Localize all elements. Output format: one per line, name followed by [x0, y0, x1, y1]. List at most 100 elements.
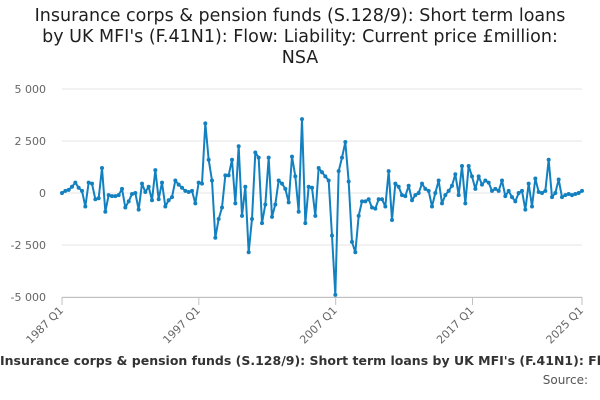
- data-point: [506, 188, 511, 193]
- data-point: [566, 192, 571, 197]
- data-point: [563, 193, 568, 198]
- data-point: [60, 191, 64, 195]
- data-point: [396, 184, 401, 189]
- data-point: [516, 191, 521, 195]
- data-point: [340, 155, 344, 160]
- data-series: [60, 117, 584, 297]
- data-point: [206, 157, 211, 162]
- data-point: [333, 292, 338, 297]
- data-point: [106, 193, 111, 198]
- data-point: [493, 186, 498, 191]
- data-point: [356, 213, 361, 218]
- data-point: [490, 188, 494, 193]
- data-point: [426, 188, 431, 193]
- data-point: [486, 180, 491, 185]
- data-point: [236, 144, 241, 149]
- data-point: [296, 209, 301, 214]
- data-point: [560, 195, 564, 200]
- data-point: [66, 187, 71, 192]
- data-point: [83, 204, 88, 209]
- data-point: [410, 198, 414, 203]
- data-point: [170, 195, 174, 200]
- data-point: [143, 189, 148, 194]
- data-point: [196, 180, 201, 185]
- data-point: [343, 140, 348, 145]
- data-point: [116, 193, 121, 198]
- data-point: [373, 206, 378, 211]
- data-point: [233, 201, 238, 206]
- data-point: [240, 213, 244, 218]
- x-axis: [61, 297, 583, 305]
- data-point: [423, 186, 428, 191]
- data-point: [476, 174, 481, 179]
- data-point: [453, 172, 458, 177]
- data-point: [443, 193, 448, 198]
- data-point: [140, 181, 144, 186]
- data-point: [313, 213, 318, 218]
- data-point: [496, 188, 501, 193]
- data-point: [186, 189, 191, 194]
- data-point: [76, 185, 81, 190]
- x-tick-label: 1987 Q1: [24, 304, 67, 347]
- data-point: [260, 221, 264, 226]
- data-point: [573, 192, 578, 197]
- data-point: [403, 194, 408, 199]
- data-point: [363, 199, 368, 204]
- data-point: [136, 207, 141, 212]
- chart-title-line: NSA: [281, 48, 319, 68]
- data-point: [440, 201, 444, 206]
- data-point: [156, 197, 161, 202]
- chart-title-line: by UK MFI's (F.41N1): Flow: Liability: C…: [42, 27, 558, 47]
- data-point: [383, 204, 388, 209]
- data-point: [366, 197, 371, 202]
- data-point: [500, 178, 504, 183]
- data-point: [546, 157, 551, 162]
- data-point: [436, 178, 441, 183]
- data-point: [353, 250, 358, 255]
- data-point: [473, 186, 478, 191]
- data-point: [216, 217, 221, 221]
- data-point: [580, 188, 584, 193]
- data-point: [413, 193, 418, 198]
- data-point: [266, 155, 271, 160]
- data-point: [263, 202, 268, 207]
- data-point: [326, 178, 331, 183]
- data-point: [470, 174, 474, 179]
- data-point: [166, 198, 171, 203]
- data-point: [176, 182, 181, 187]
- series-line: [61, 118, 583, 296]
- data-point: [163, 204, 168, 209]
- data-point: [360, 199, 364, 204]
- data-point: [330, 233, 334, 238]
- data-point: [463, 201, 468, 206]
- data-point: [483, 178, 488, 183]
- data-point: [376, 197, 381, 202]
- data-point: [336, 169, 341, 174]
- data-point: [153, 168, 158, 173]
- data-point: [480, 182, 484, 187]
- data-point: [160, 180, 164, 185]
- data-point: [180, 185, 184, 190]
- y-tick-label: -5 000: [11, 291, 46, 304]
- y-tick-label: 0: [39, 187, 46, 200]
- data-point: [276, 178, 281, 183]
- data-point: [510, 195, 514, 200]
- data-point: [400, 193, 404, 198]
- data-point: [93, 197, 98, 202]
- data-point: [430, 204, 434, 209]
- data-point: [126, 199, 131, 204]
- data-point: [203, 121, 208, 126]
- data-point: [133, 191, 138, 195]
- data-point: [213, 235, 218, 240]
- data-point: [293, 174, 298, 179]
- data-point: [120, 186, 124, 191]
- data-point: [173, 178, 178, 183]
- data-point: [183, 188, 188, 193]
- data-point: [526, 181, 531, 186]
- data-point: [536, 189, 541, 194]
- x-tick-label: 2017 Q1: [434, 304, 477, 347]
- data-point: [190, 188, 194, 193]
- data-point: [323, 174, 328, 179]
- data-point: [290, 154, 294, 159]
